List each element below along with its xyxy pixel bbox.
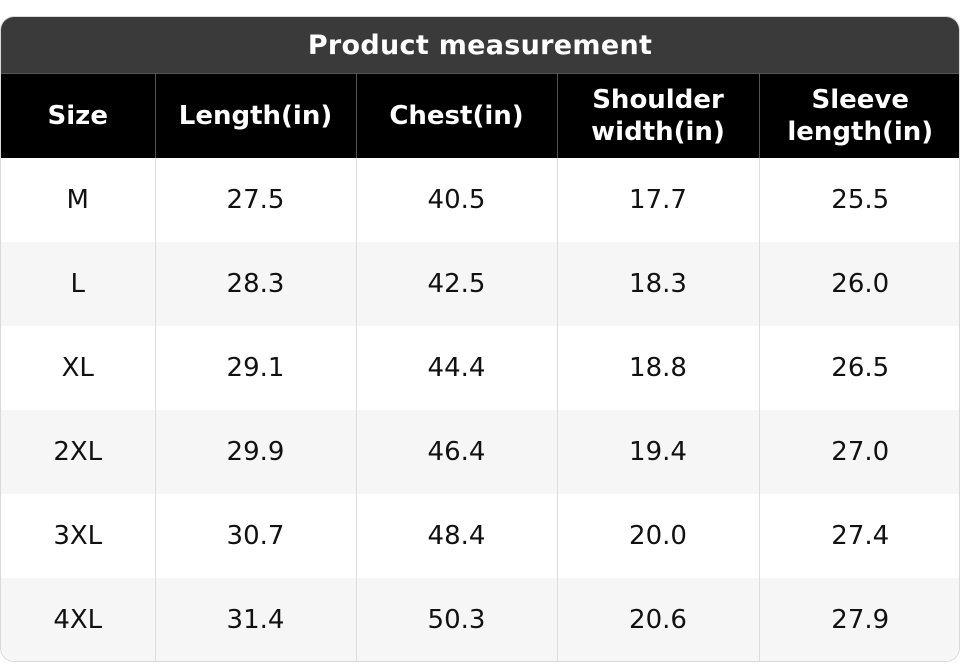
measurement-card: Product measurement Size Length(in) Ches… xyxy=(0,16,960,662)
header-shoulder-width: Shoulder width(in) xyxy=(556,73,759,158)
cell-size: 3XL xyxy=(1,494,155,578)
cell-shoulder-width: 20.0 xyxy=(556,494,759,578)
cell-sleeve-length: 27.9 xyxy=(758,578,959,661)
header-size-label: Size xyxy=(47,101,108,131)
cell-size: M xyxy=(1,158,155,242)
cell-chest: 50.3 xyxy=(355,578,557,661)
header-sleeve-line2: length(in) xyxy=(787,117,934,147)
cell-sleeve-length: 25.5 xyxy=(758,158,959,242)
header-size: Size xyxy=(1,73,155,158)
cell-chest: 42.5 xyxy=(355,242,557,326)
cell-shoulder-width: 17.7 xyxy=(556,158,759,242)
cell-size: L xyxy=(1,242,155,326)
measurement-table: Size Length(in) Chest(in) Shoulder width(… xyxy=(1,73,959,661)
cell-chest: 48.4 xyxy=(355,494,557,578)
cell-shoulder-width: 18.3 xyxy=(556,242,759,326)
cell-length: 30.7 xyxy=(154,494,356,578)
cell-length: 31.4 xyxy=(154,578,356,661)
cell-size: XL xyxy=(1,326,155,410)
header-chest: Chest(in) xyxy=(355,73,557,158)
header-shoulder-line1: Shoulder xyxy=(592,85,724,115)
cell-sleeve-length: 26.0 xyxy=(758,242,959,326)
header-chest-label: Chest(in) xyxy=(389,101,524,131)
cell-length: 29.9 xyxy=(154,410,356,494)
cell-chest: 46.4 xyxy=(355,410,557,494)
header-sleeve-length: Sleeve length(in) xyxy=(758,73,959,158)
cell-chest: 40.5 xyxy=(355,158,557,242)
header-length-label: Length(in) xyxy=(178,101,333,131)
cell-sleeve-length: 27.4 xyxy=(758,494,959,578)
cell-length: 27.5 xyxy=(154,158,356,242)
cell-shoulder-width: 18.8 xyxy=(556,326,759,410)
cell-sleeve-length: 27.0 xyxy=(758,410,959,494)
header-shoulder-line2: width(in) xyxy=(591,117,725,147)
table-row: M 27.5 40.5 17.7 25.5 xyxy=(1,158,959,242)
cell-length: 28.3 xyxy=(154,242,356,326)
cell-sleeve-length: 26.5 xyxy=(758,326,959,410)
cell-chest: 44.4 xyxy=(355,326,557,410)
header-row: Size Length(in) Chest(in) Shoulder width(… xyxy=(1,73,959,158)
header-length: Length(in) xyxy=(154,73,356,158)
cell-size: 2XL xyxy=(1,410,155,494)
cell-shoulder-width: 19.4 xyxy=(556,410,759,494)
header-sleeve-line1: Sleeve xyxy=(811,85,910,115)
cell-length: 29.1 xyxy=(154,326,356,410)
table-row: L 28.3 42.5 18.3 26.0 xyxy=(1,242,959,326)
table-row: XL 29.1 44.4 18.8 26.5 xyxy=(1,326,959,410)
cell-shoulder-width: 20.6 xyxy=(556,578,759,661)
table-title: Product measurement xyxy=(1,17,959,73)
table-row: 4XL 31.4 50.3 20.6 27.9 xyxy=(1,578,959,661)
cell-size: 4XL xyxy=(1,578,155,661)
table-row: 2XL 29.9 46.4 19.4 27.0 xyxy=(1,410,959,494)
table-row: 3XL 30.7 48.4 20.0 27.4 xyxy=(1,494,959,578)
